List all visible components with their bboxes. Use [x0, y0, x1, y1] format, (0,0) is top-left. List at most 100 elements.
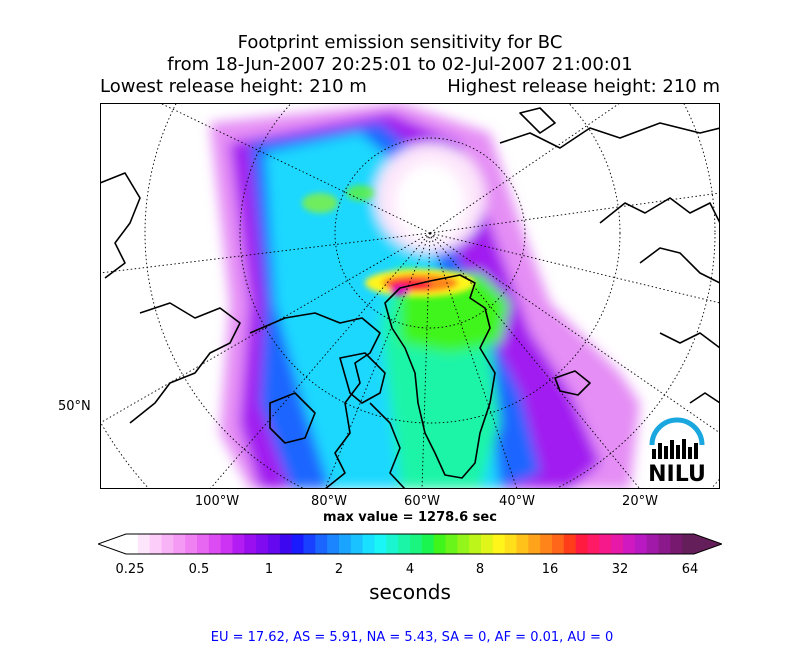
longitude-label-100w: 100°W [194, 494, 240, 509]
nilu-logo-skyline [652, 439, 698, 459]
colorbar-cell [516, 534, 529, 554]
colorbar-tick-4: 4 [405, 562, 415, 577]
colorbar-cell [623, 534, 636, 554]
coast-svalbard [519, 107, 556, 134]
field-white-core [395, 163, 465, 243]
map-title-line-1: Footprint emission sensitivity for BC [237, 32, 563, 53]
colorbar-cell [232, 534, 245, 554]
colorbar-cell [421, 534, 435, 554]
graticule [100, 103, 720, 489]
footprint-map: NILU [100, 103, 720, 489]
colorbar [98, 533, 722, 555]
colorbar-cell [634, 534, 648, 554]
hotspot-green-center [346, 185, 374, 201]
colorbar-tick-2: 1 [264, 562, 274, 577]
nilu-logo-arc [649, 417, 705, 446]
meridian-0 [429, 232, 720, 434]
colorbar-cell [658, 534, 671, 554]
latitude-circle-60n [144, 103, 716, 489]
colorbar-cell [256, 534, 269, 554]
colorbar-cell [185, 534, 198, 554]
colorbar-cell [528, 534, 541, 554]
lowest-release-height: Lowest release height: 210 m [100, 76, 367, 97]
colorbar-cell [327, 534, 340, 554]
colorbar-cell [303, 534, 316, 554]
colorbar-cell [137, 534, 151, 554]
colorbar-cell [197, 534, 210, 554]
latitude-label-50n: 50°N [58, 399, 91, 414]
colorbar-tick-8: 64 [681, 562, 699, 577]
colorbar-cell [433, 534, 447, 554]
colorbar-cell [149, 534, 163, 554]
colorbar-cell [220, 534, 234, 554]
coast-iceland [554, 370, 591, 396]
colorbar-cell [386, 534, 399, 554]
meridian-60w [421, 232, 431, 489]
colorbar-cell [339, 534, 352, 554]
region-stats: EU = 17.62, AS = 5.91, NA = 5.43, SA = 0… [210, 630, 614, 645]
coast-alaska [100, 172, 141, 279]
colorbar-cell [291, 534, 305, 554]
colorbar-cell [646, 534, 660, 554]
hotspot-green-left [302, 193, 338, 213]
longitude-label-40w: 40°W [499, 494, 535, 509]
coastlines [100, 107, 720, 489]
colorbar-cell [350, 534, 364, 554]
meridian-20e [429, 232, 720, 304]
coast-hudson [269, 392, 316, 444]
colorbar-tick-5: 8 [475, 562, 485, 577]
coast-labrador [369, 402, 406, 489]
max-value-label: max value = 1278.6 sec [323, 510, 497, 525]
colorbar-cell [410, 534, 423, 554]
coast-baffin [339, 352, 386, 404]
colorbar-cell [611, 534, 624, 554]
coast-europe [659, 332, 720, 404]
colorbar-unit-label: seconds [369, 580, 451, 604]
longitude-label-80w: 80°W [311, 494, 347, 509]
coast-canada-archipelago [249, 312, 381, 489]
meridian-40e [429, 192, 720, 234]
highest-release-height: Highest release height: 210 m [447, 76, 720, 97]
meridian-100w [209, 232, 431, 489]
colorbar-tick-0: 0.25 [115, 562, 145, 577]
colorbar-cell [457, 534, 470, 554]
colorbar-cell [279, 534, 293, 554]
colorbar-cell [374, 534, 387, 554]
colorbar-cell [445, 534, 458, 554]
meridian-40w [429, 232, 518, 489]
colorbar-extend-low [98, 534, 126, 554]
nilu-logo: NILU [648, 417, 706, 487]
colorbar-cell [587, 534, 600, 554]
colorbar-cell [173, 534, 186, 554]
coast-scandinavia [599, 197, 720, 284]
colorbar-cell [670, 534, 683, 554]
latitude-circle-70n [239, 103, 621, 424]
colorbar-outline [98, 533, 722, 555]
map-title-line-2: from 18-Jun-2007 20:25:01 to 02-Jul-2007… [167, 54, 633, 75]
colorbar-cell [599, 534, 612, 554]
colorbar-cell [362, 534, 376, 554]
colorbar-tick-6: 16 [541, 562, 559, 577]
colorbar-tick-1: 0.5 [188, 562, 210, 577]
meridian-140w [100, 232, 431, 274]
longitude-label-20w: 20°W [622, 494, 658, 509]
colorbar-cell [244, 534, 257, 554]
coast-siberia [499, 122, 720, 149]
colorbar-cell [315, 534, 328, 554]
coast-greenland [384, 274, 496, 479]
nilu-logo-text: NILU [648, 462, 706, 487]
colorbar-cell [540, 534, 553, 554]
colorbar-extend-high [694, 534, 722, 554]
colorbar-cell [575, 534, 589, 554]
colorbar-cell [398, 534, 411, 554]
latitude-circle-80n [334, 137, 526, 329]
colorbar-cell [563, 534, 577, 554]
colorbar-cell [552, 534, 565, 554]
coast-north-canada [129, 302, 241, 424]
colorbar-tick-7: 32 [611, 562, 629, 577]
colorbar-tick-3: 2 [334, 562, 344, 577]
colorbar-cell [682, 534, 695, 554]
longitude-label-60w: 60°W [404, 494, 440, 509]
colorbar-cell [268, 534, 281, 554]
colorbar-cell [504, 534, 518, 554]
